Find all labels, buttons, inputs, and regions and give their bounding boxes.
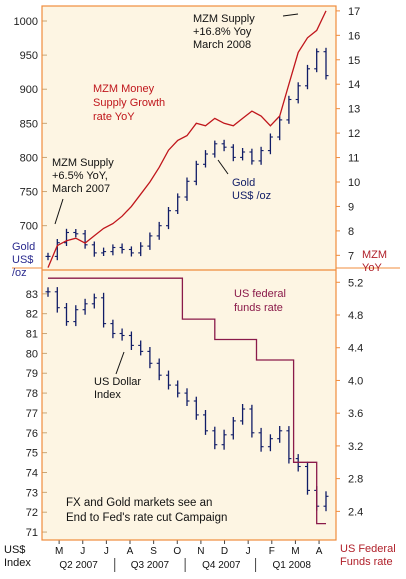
fed-axis-tick-label: 2.4 [348,506,363,518]
annotation-mzm-start: March 2007 [52,183,110,195]
dollar-axis-tick-label: 75 [26,448,38,460]
dollar-axis-tick-label: 76 [26,428,38,440]
annotation-mzm-peak: +16.8% Yoy [193,26,252,38]
gold-axis-tick-label: 800 [20,152,38,164]
gold-axis-title: /oz [12,267,27,279]
dollar-axis-tick-label: 82 [26,309,38,321]
month-label: D [221,546,228,557]
quarter-label: Q4 2007 [202,560,241,571]
dollar-axis-tick-label: 79 [26,368,38,380]
dollar-axis-tick-label: 83 [26,289,38,301]
annotation-mzm-start: MZM Supply [52,157,114,169]
tick-marks [42,10,340,572]
annotation-mzm-start: +6.5% YoY, [52,170,108,182]
dollar-axis-tick-label: 77 [26,408,38,420]
top-panel-background [42,6,336,270]
fed-axis-tick-label: 4.8 [348,310,363,322]
gold-axis-tick-label: 750 [20,187,38,199]
series-layer [45,10,329,525]
annotation-mzm-series: rate YoY [93,111,135,123]
mzm-axis-tick-label: 9 [348,201,354,213]
quarter-label: Q1 2008 [273,560,312,571]
annotation-mzm-peak: MZM Supply [193,13,255,25]
mzm-axis-tick-label: 11 [348,153,359,165]
month-label: S [150,546,157,557]
mzm-axis-tick-label: 12 [348,128,360,140]
fed-axis-tick-label: 4.4 [348,343,363,355]
month-label: F [269,546,275,557]
text-layer: 1000 950 900 850 800 750 700 17 16 15 14 13 12 11 10 9 8… [4,6,396,571]
dollar-axis-tick-label: 81 [26,329,38,341]
annotation-mzm-start-leader [54,198,64,225]
mzm-axis-tick-label: 17 [348,6,360,18]
mzm-axis-tick-label: 15 [348,55,360,67]
fed-axis-title: Funds rate [340,556,393,568]
frame-layer [12,5,400,541]
gold-axis-tick-label: 1000 [14,16,38,28]
annotation-mzm-series: Supply Growth [93,97,165,109]
annotation-mzm-peak-leader [282,13,299,17]
month-label: A [316,546,323,557]
fed-axis-tick-label: 4.0 [348,375,363,387]
mzm-axis-title: MZM [362,249,387,261]
dollar-axis-tick-label: 72 [26,507,38,519]
month-label: J [246,546,251,557]
month-label: N [197,546,204,557]
fed-axis-tick-label: 5.2 [348,277,363,289]
month-label: M [55,546,63,557]
mzm-axis-tick-label: 7 [348,250,354,262]
annotation-fed-series: funds rate [234,302,283,314]
mzm-axis-tick-label: 10 [348,177,360,189]
quarter-label: Q2 2007 [59,560,98,571]
annotation-mzm-peak: March 2008 [193,39,251,51]
annotation-gold-leader [217,159,229,175]
dollar-axis-tick-label: 71 [26,527,38,539]
month-label: J [104,546,109,557]
fed-axis-title: US Federal [340,543,396,555]
annotation-dollar-series: US Dollar [94,376,141,388]
chart-frame [41,5,337,541]
dollar-axis-title: Index [4,557,31,569]
gold-axis-title: Gold [12,241,35,253]
month-label: A [127,546,134,557]
bottom-panel-background [42,270,336,540]
mzm-axis-tick-label: 14 [348,79,360,91]
mzm-growth-line [47,10,327,268]
gold-axis-tick-label: 950 [20,50,38,62]
annotation-gold-series: Gold [232,177,255,189]
quarter-label: Q3 2007 [131,560,170,571]
gold-axis-title: US$ [12,254,33,266]
annotation-caption: FX and Gold markets see an [66,497,212,509]
dollar-axis-tick-label: 74 [26,468,38,480]
annotation-fed-series: US federal [234,288,286,300]
dollar-axis-tick-label: 78 [26,388,38,400]
gold-axis-tick-label: 900 [20,84,38,96]
month-label: M [291,546,299,557]
mzm-axis-title: YoY [362,262,382,274]
month-label: O [173,546,181,557]
fed-axis-tick-label: 3.6 [348,408,363,420]
annotation-caption: End to Fed's rate cut Campaign [66,512,227,524]
gold-axis-tick-label: 700 [20,221,38,233]
dollar-axis-tick-label: 73 [26,487,38,499]
fed-axis-tick-label: 2.8 [348,474,363,486]
mzm-axis-tick-label: 13 [348,104,360,116]
annotation-gold-series: US$ /oz [232,190,271,202]
dollar-axis-title: US$ [4,544,25,556]
annotation-dollar-series: Index [94,389,121,401]
mzm-axis-tick-label: 8 [348,226,354,238]
fed-funds-line [48,277,326,525]
annotation-dollar-leader [115,351,125,375]
gold-axis-tick-label: 850 [20,118,38,130]
dollar-axis-tick-label: 80 [26,348,38,360]
annotation-mzm-series: MZM Money [93,83,155,95]
mzm-axis-tick-label: 16 [348,30,360,42]
fed-axis-tick-label: 3.2 [348,441,363,453]
month-label: J [80,546,85,557]
